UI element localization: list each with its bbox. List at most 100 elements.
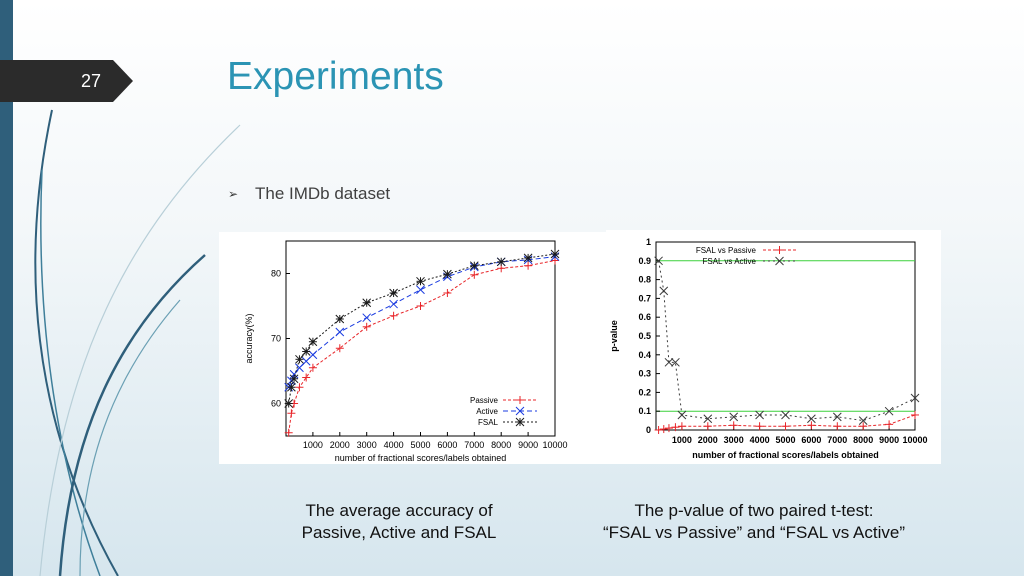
y-tick-label: 0.9 <box>638 256 651 266</box>
slide-number: 27 <box>80 71 102 91</box>
data-point-fsal <box>362 298 372 308</box>
data-point-fsal-vs-passive <box>729 421 738 430</box>
data-point-fsal-vs-passive <box>677 422 686 431</box>
x-tick-label: 4000 <box>750 435 770 445</box>
legend-marker <box>516 396 524 404</box>
legend-marker <box>515 406 525 416</box>
data-point-passive <box>287 409 296 418</box>
x-tick-label: 5000 <box>775 435 795 445</box>
data-point-fsal-vs-active <box>807 414 816 424</box>
data-point-fsal-vs-active <box>664 357 674 367</box>
x-axis-label: number of fractional scores/labels obtai… <box>692 450 879 460</box>
data-point-passive <box>335 344 344 353</box>
series-line-active <box>288 256 556 388</box>
legend-marker <box>775 246 784 254</box>
y-tick-label: 80 <box>271 269 281 279</box>
caption-pvalue: The p-value of two paired t-test: “FSAL … <box>558 500 950 544</box>
data-point-fsal-vs-passive <box>664 424 673 433</box>
x-tick-label: 9000 <box>518 440 538 450</box>
data-point-fsal <box>284 399 294 408</box>
y-tick-label: 0.2 <box>638 387 651 397</box>
x-axis-label: number of fractional scores/labels obtai… <box>335 453 507 463</box>
x-tick-label: 8000 <box>853 435 873 445</box>
data-point-fsal-vs-active <box>832 412 842 422</box>
slide-title: Experiments <box>227 55 444 98</box>
data-point-active <box>389 299 398 309</box>
y-tick-label: 0.4 <box>638 350 651 360</box>
data-point-fsal <box>416 276 425 286</box>
plot-frame <box>655 241 916 431</box>
legend-label: Active <box>476 407 498 416</box>
x-tick-label: 10000 <box>542 440 567 450</box>
y-tick-label: 0 <box>646 425 651 435</box>
accuracy-chart: 1000 2000 3000 4000 5000 6000 7000 8000 9000 1000… <box>219 232 607 464</box>
data-point-fsal <box>443 269 452 279</box>
y-tick-label: 0.8 <box>638 275 651 285</box>
data-point-fsal-vs-passive <box>911 410 919 419</box>
accent-bar <box>0 0 13 576</box>
x-tick-label: 10000 <box>902 435 927 445</box>
data-point-active <box>335 327 345 337</box>
data-point-fsal-vs-active <box>781 410 790 420</box>
series-line-fsal-vs-active <box>658 260 916 422</box>
data-point-fsal-vs-active <box>858 416 868 425</box>
data-point-active <box>416 285 425 295</box>
data-point-fsal-vs-passive <box>781 422 790 431</box>
data-point-fsal-vs-active <box>755 410 764 420</box>
x-tick-label: 6000 <box>801 435 821 445</box>
x-tick-label: 9000 <box>879 435 899 445</box>
x-tick-label: 7000 <box>464 440 484 450</box>
y-tick-label: 0.1 <box>638 406 651 416</box>
data-point-fsal-vs-passive <box>755 422 764 431</box>
data-point-passive <box>284 428 293 437</box>
data-point-passive <box>308 363 317 372</box>
data-point-fsal-vs-passive <box>807 421 816 430</box>
data-point-passive <box>302 373 311 382</box>
x-tick-label: 2000 <box>698 435 718 445</box>
y-tick-label: 0.7 <box>638 293 651 303</box>
data-point-fsal-vs-passive <box>703 422 712 431</box>
series-line-fsal <box>288 253 556 404</box>
legend-marker <box>775 256 784 266</box>
data-point-fsal-vs-passive <box>833 422 842 431</box>
data-point-fsal-vs-passive <box>859 422 868 431</box>
data-point-fsal-vs-active <box>677 410 687 420</box>
data-point-fsal <box>308 337 318 347</box>
pvalue-chart: 1000 2000 3000 4000 5000 6000 7000 8000 9000 1000… <box>606 230 941 464</box>
accuracy-chart-svg: 1000 2000 3000 4000 5000 6000 7000 8000 9000 1000… <box>244 240 568 463</box>
x-tick-label: 3000 <box>724 435 744 445</box>
data-point-passive <box>295 383 304 392</box>
legend-label: FSAL vs Passive <box>696 246 757 255</box>
caption-accuracy: The average accuracy of Passive, Active … <box>262 500 536 544</box>
caption-pvalue-line1: The p-value of two paired t-test: <box>634 501 874 520</box>
y-tick-label: 0.3 <box>638 369 651 379</box>
legend-marker <box>515 417 525 427</box>
bullet-item: ➢ The IMDb dataset <box>228 184 390 204</box>
y-axis-label: p-value <box>609 320 619 352</box>
caption-accuracy-line1: The average accuracy of <box>305 501 493 520</box>
data-point-fsal <box>335 314 345 324</box>
caption-accuracy-line2: Passive, Active and FSAL <box>301 523 497 542</box>
data-point-fsal-vs-active <box>654 256 663 266</box>
plot-frame <box>285 240 556 437</box>
slide-number-tab <box>0 60 133 102</box>
y-tick-label: 70 <box>271 334 281 344</box>
data-point-active <box>308 350 318 360</box>
data-point-fsal <box>289 374 299 384</box>
data-point-fsal <box>287 382 296 392</box>
x-tick-label: 5000 <box>410 440 430 450</box>
y-tick-label: 60 <box>271 399 281 409</box>
y-tick-label: 0.6 <box>638 312 651 322</box>
data-point-passive <box>470 270 479 279</box>
data-point-fsal <box>496 257 506 267</box>
data-point-fsal-vs-active <box>659 286 669 296</box>
x-tick-label: 7000 <box>827 435 847 445</box>
legend-label: FSAL <box>478 418 499 427</box>
pvalue-chart-svg: 1000 2000 3000 4000 5000 6000 7000 8000 9000 1000… <box>609 237 928 460</box>
x-tick-label: 6000 <box>437 440 457 450</box>
data-point-fsal-vs-active <box>884 406 894 416</box>
decorative-swoosh-lines <box>34 109 241 576</box>
data-point-fsal-vs-passive <box>659 425 668 434</box>
data-point-fsal <box>295 354 304 364</box>
data-point-fsal-vs-passive <box>654 426 663 434</box>
